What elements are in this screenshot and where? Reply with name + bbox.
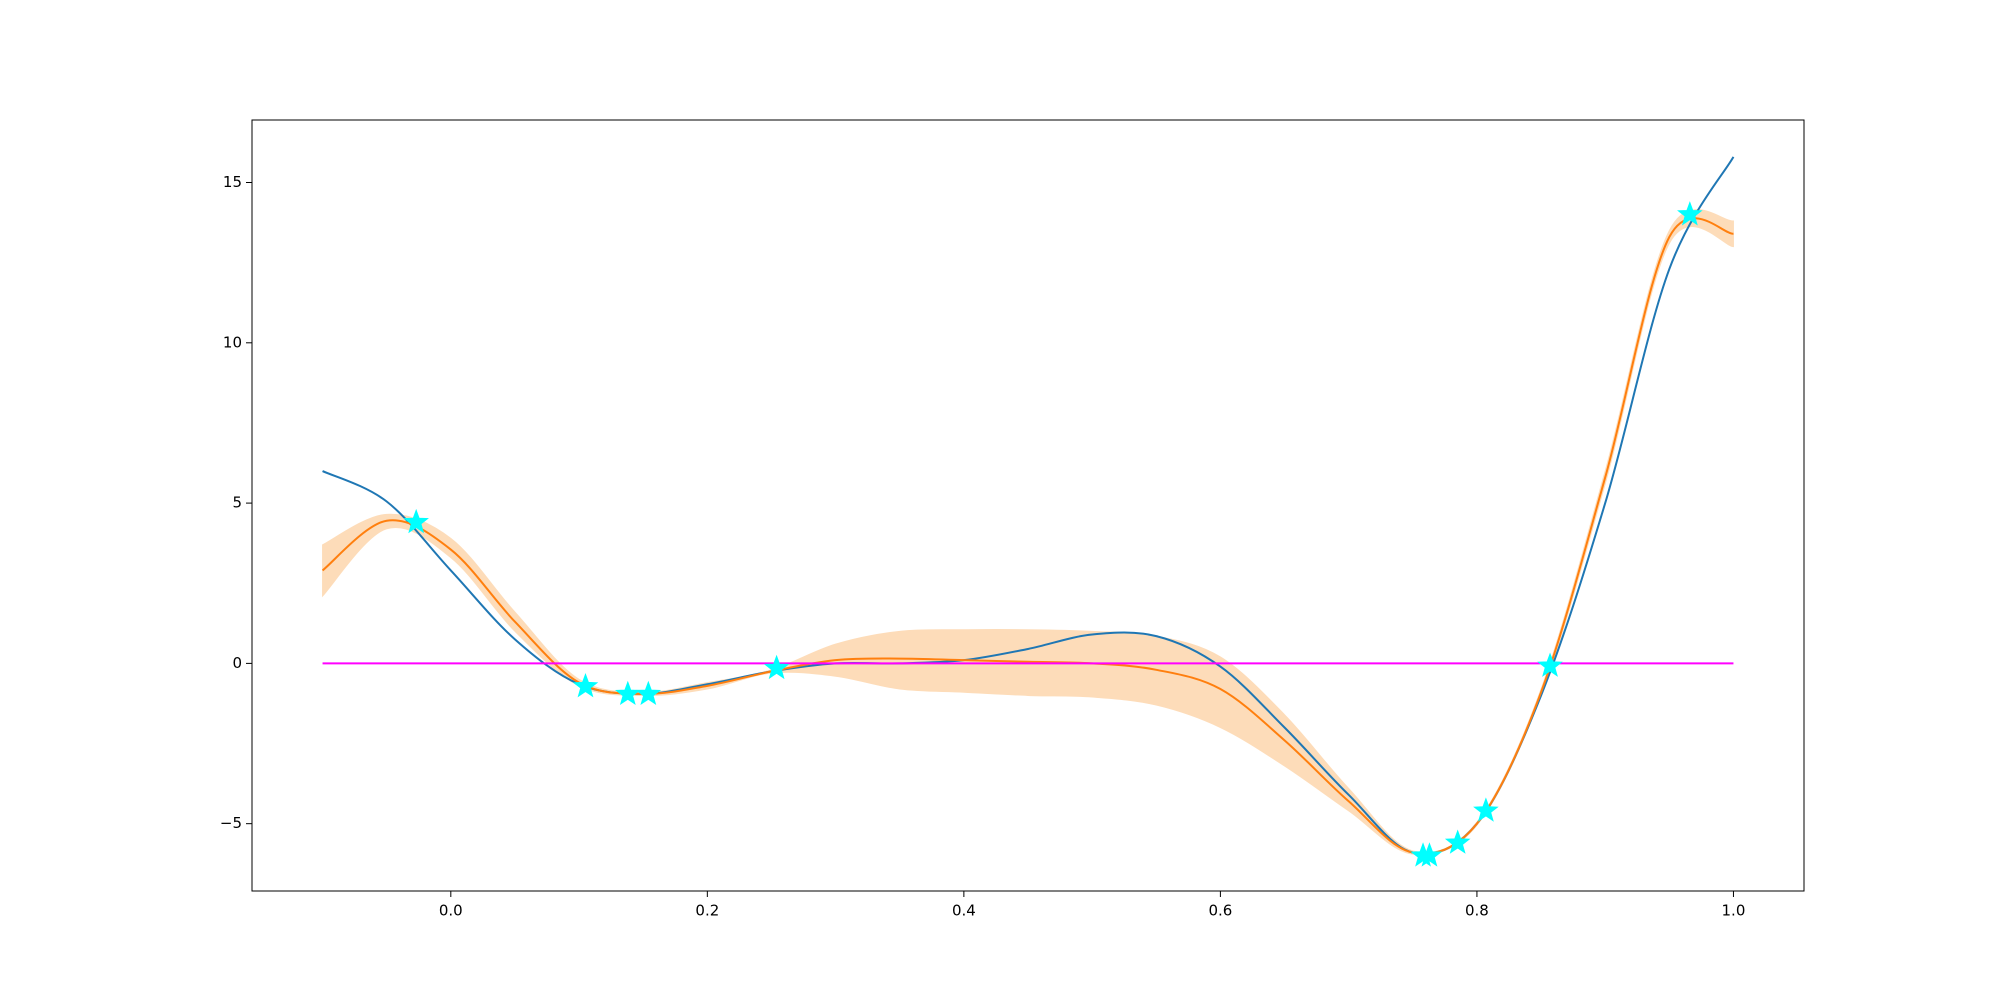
observation-star bbox=[403, 508, 429, 534]
y-tick-label: 5 bbox=[232, 494, 242, 512]
observation-star bbox=[1473, 797, 1499, 822]
x-tick-label: 0.4 bbox=[952, 902, 976, 920]
observation-star bbox=[1416, 842, 1443, 867]
x-tick-label: 1.0 bbox=[1722, 902, 1746, 920]
y-tick-label: 10 bbox=[223, 333, 242, 351]
y-tick-label: −5 bbox=[220, 814, 242, 832]
axes-frame bbox=[251, 119, 1805, 892]
confidence-band bbox=[322, 209, 1734, 856]
x-tick-label: 0.2 bbox=[695, 902, 719, 920]
observation-star bbox=[615, 680, 641, 706]
x-tick-label: 0.8 bbox=[1465, 902, 1489, 920]
observation-star bbox=[635, 680, 662, 706]
y-tick-label: 0 bbox=[232, 654, 242, 672]
observation-star bbox=[1444, 829, 1471, 854]
observation-star bbox=[572, 673, 599, 698]
x-tick-label: 0.0 bbox=[439, 902, 463, 920]
x-tick-label: 0.6 bbox=[1208, 902, 1232, 920]
y-tick-label: 15 bbox=[223, 173, 242, 191]
observation-star bbox=[1677, 201, 1703, 226]
observation-star bbox=[763, 654, 790, 680]
observation-star bbox=[1537, 652, 1563, 677]
line bbox=[322, 156, 1735, 855]
line bbox=[321, 217, 1734, 855]
